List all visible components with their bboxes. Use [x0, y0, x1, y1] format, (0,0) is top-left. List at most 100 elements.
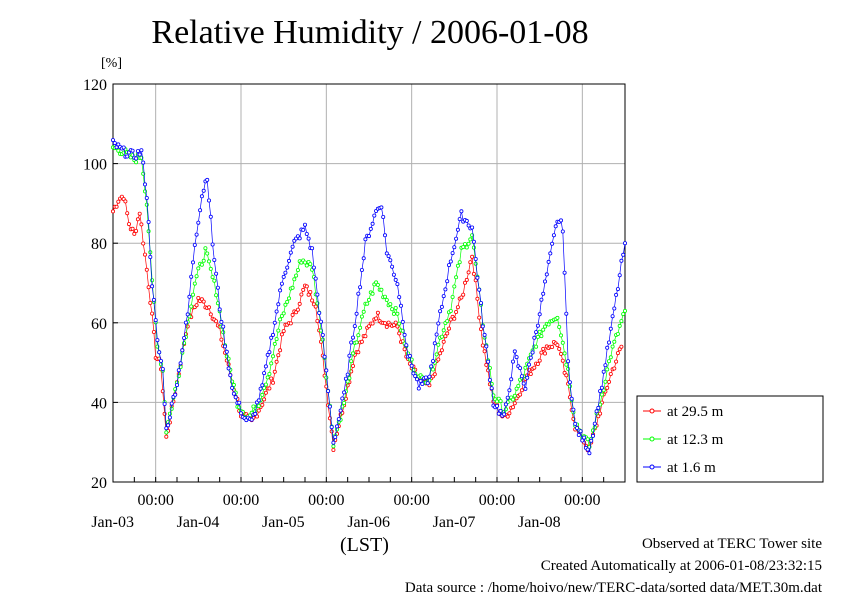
- data-point: [539, 350, 544, 355]
- data-point: [461, 245, 466, 250]
- data-point: [374, 316, 379, 321]
- data-point: [270, 354, 275, 359]
- data-point: [454, 275, 459, 280]
- data-point: [416, 386, 421, 391]
- y-tick-label: 60: [91, 316, 107, 333]
- data-point: [464, 277, 469, 282]
- data-point: [605, 367, 610, 372]
- data-point: [564, 311, 569, 316]
- legend-marker: [649, 464, 655, 470]
- data-point: [295, 268, 300, 273]
- data-point: [288, 321, 293, 326]
- data-point: [359, 339, 364, 344]
- data-point: [150, 311, 155, 316]
- footer-created: Created Automatically at 2006-01-08/23:3…: [540, 558, 822, 574]
- y-tick-label: 120: [83, 77, 107, 94]
- data-point: [445, 279, 450, 284]
- data-point: [454, 309, 459, 314]
- data-point: [541, 346, 546, 351]
- data-point: [144, 267, 149, 272]
- data-point: [155, 338, 160, 343]
- data-point: [256, 404, 261, 409]
- data-point: [160, 366, 165, 371]
- data-point: [391, 311, 396, 316]
- data-point: [512, 393, 517, 398]
- x-axis-unit: (LST): [340, 534, 389, 556]
- data-point: [498, 408, 503, 413]
- data-point: [345, 379, 350, 384]
- data-point: [601, 369, 606, 374]
- chart-title: Relative Humidity / 2006-01-08: [151, 14, 589, 51]
- data-point: [285, 265, 290, 270]
- data-point: [199, 194, 204, 199]
- data-point: [482, 332, 487, 337]
- data-point: [350, 335, 355, 340]
- data-point: [310, 298, 315, 303]
- data-point: [208, 312, 213, 317]
- data-point: [365, 301, 370, 306]
- legend-marker: [649, 436, 655, 442]
- data-point: [219, 319, 224, 324]
- data-point: [238, 411, 243, 416]
- data-point: [484, 362, 489, 367]
- data-point: [436, 321, 441, 326]
- y-tick-label: 80: [91, 236, 107, 253]
- data-point: [553, 224, 558, 229]
- data-point: [146, 219, 151, 224]
- data-point: [461, 292, 466, 297]
- data-point: [164, 426, 169, 431]
- data-point: [539, 334, 544, 339]
- data-point: [144, 195, 149, 200]
- data-point: [310, 246, 315, 251]
- data-point: [623, 241, 628, 246]
- data-point: [446, 326, 451, 331]
- data-point: [214, 271, 219, 276]
- data-point: [537, 312, 542, 317]
- data-point: [537, 329, 542, 334]
- data-point: [333, 435, 338, 440]
- data-point: [432, 341, 437, 346]
- data-point: [402, 347, 407, 352]
- data-point: [249, 417, 254, 422]
- data-point: [290, 312, 295, 317]
- data-point: [265, 352, 270, 357]
- data-point: [434, 332, 439, 337]
- data-point: [398, 303, 403, 308]
- data-point: [121, 145, 126, 150]
- data-point: [537, 358, 542, 363]
- data-point: [190, 292, 195, 297]
- data-point: [356, 350, 361, 355]
- data-point: [395, 282, 400, 287]
- data-point: [471, 271, 476, 276]
- data-point: [516, 383, 521, 388]
- data-point: [541, 291, 546, 296]
- data-point: [222, 344, 227, 349]
- data-point: [150, 284, 155, 289]
- data-point: [566, 366, 571, 371]
- data-point: [534, 344, 539, 349]
- data-point: [487, 377, 492, 382]
- data-point: [384, 251, 389, 256]
- data-point: [304, 231, 309, 236]
- data-point: [452, 245, 457, 250]
- data-point: [306, 292, 311, 297]
- data-point: [578, 429, 583, 434]
- data-point: [317, 310, 322, 315]
- data-point: [576, 432, 581, 437]
- data-point: [356, 291, 361, 296]
- legend-marker: [649, 408, 655, 414]
- data-point: [130, 226, 135, 231]
- data-point: [482, 349, 487, 354]
- data-point: [402, 332, 407, 337]
- data-point: [342, 400, 347, 405]
- data-point: [532, 335, 537, 340]
- data-point: [587, 451, 592, 456]
- data-point: [564, 362, 569, 367]
- data-point: [336, 417, 341, 422]
- data-point: [272, 369, 277, 374]
- data-point: [290, 244, 295, 249]
- data-point: [391, 272, 396, 277]
- data-point: [205, 177, 210, 182]
- x-tick-time-label: 00:00: [479, 492, 515, 509]
